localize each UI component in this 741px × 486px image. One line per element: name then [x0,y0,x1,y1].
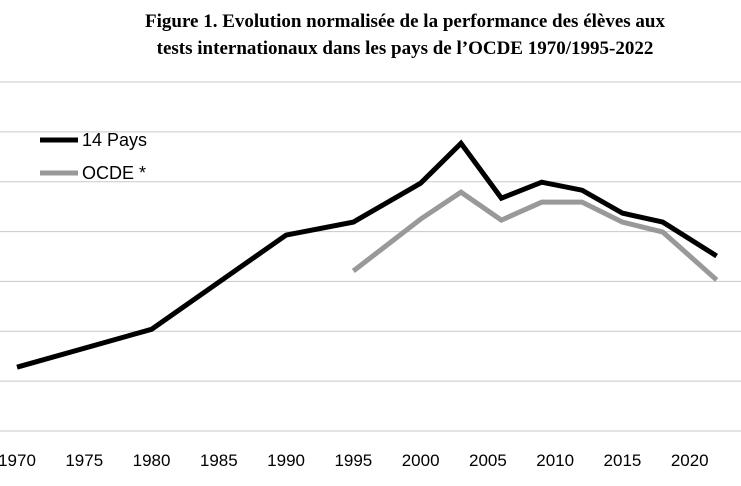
series-line [16,139,718,370]
x-tick-label: 1990 [267,451,305,470]
x-tick-label: 2020 [671,451,709,470]
x-tick-label: 2005 [469,451,507,470]
x-tick-label: 1980 [133,451,171,470]
legend-label: OCDE * [82,163,146,183]
x-tick-label: 2000 [402,451,440,470]
x-tick-label: 1985 [200,451,238,470]
legend-label: 14 Pays [82,130,147,150]
x-tick-label: 1975 [65,451,103,470]
x-tick-label: 2010 [536,451,574,470]
chart-title: tests internationaux dans les pays de l’… [157,38,654,59]
x-tick-label: 2015 [604,451,642,470]
x-tick-label: 1995 [334,451,372,470]
x-tick-label: 1970 [0,451,36,470]
chart-title: Figure 1. Evolution normalisée de la per… [145,11,665,32]
series-line [351,189,719,282]
